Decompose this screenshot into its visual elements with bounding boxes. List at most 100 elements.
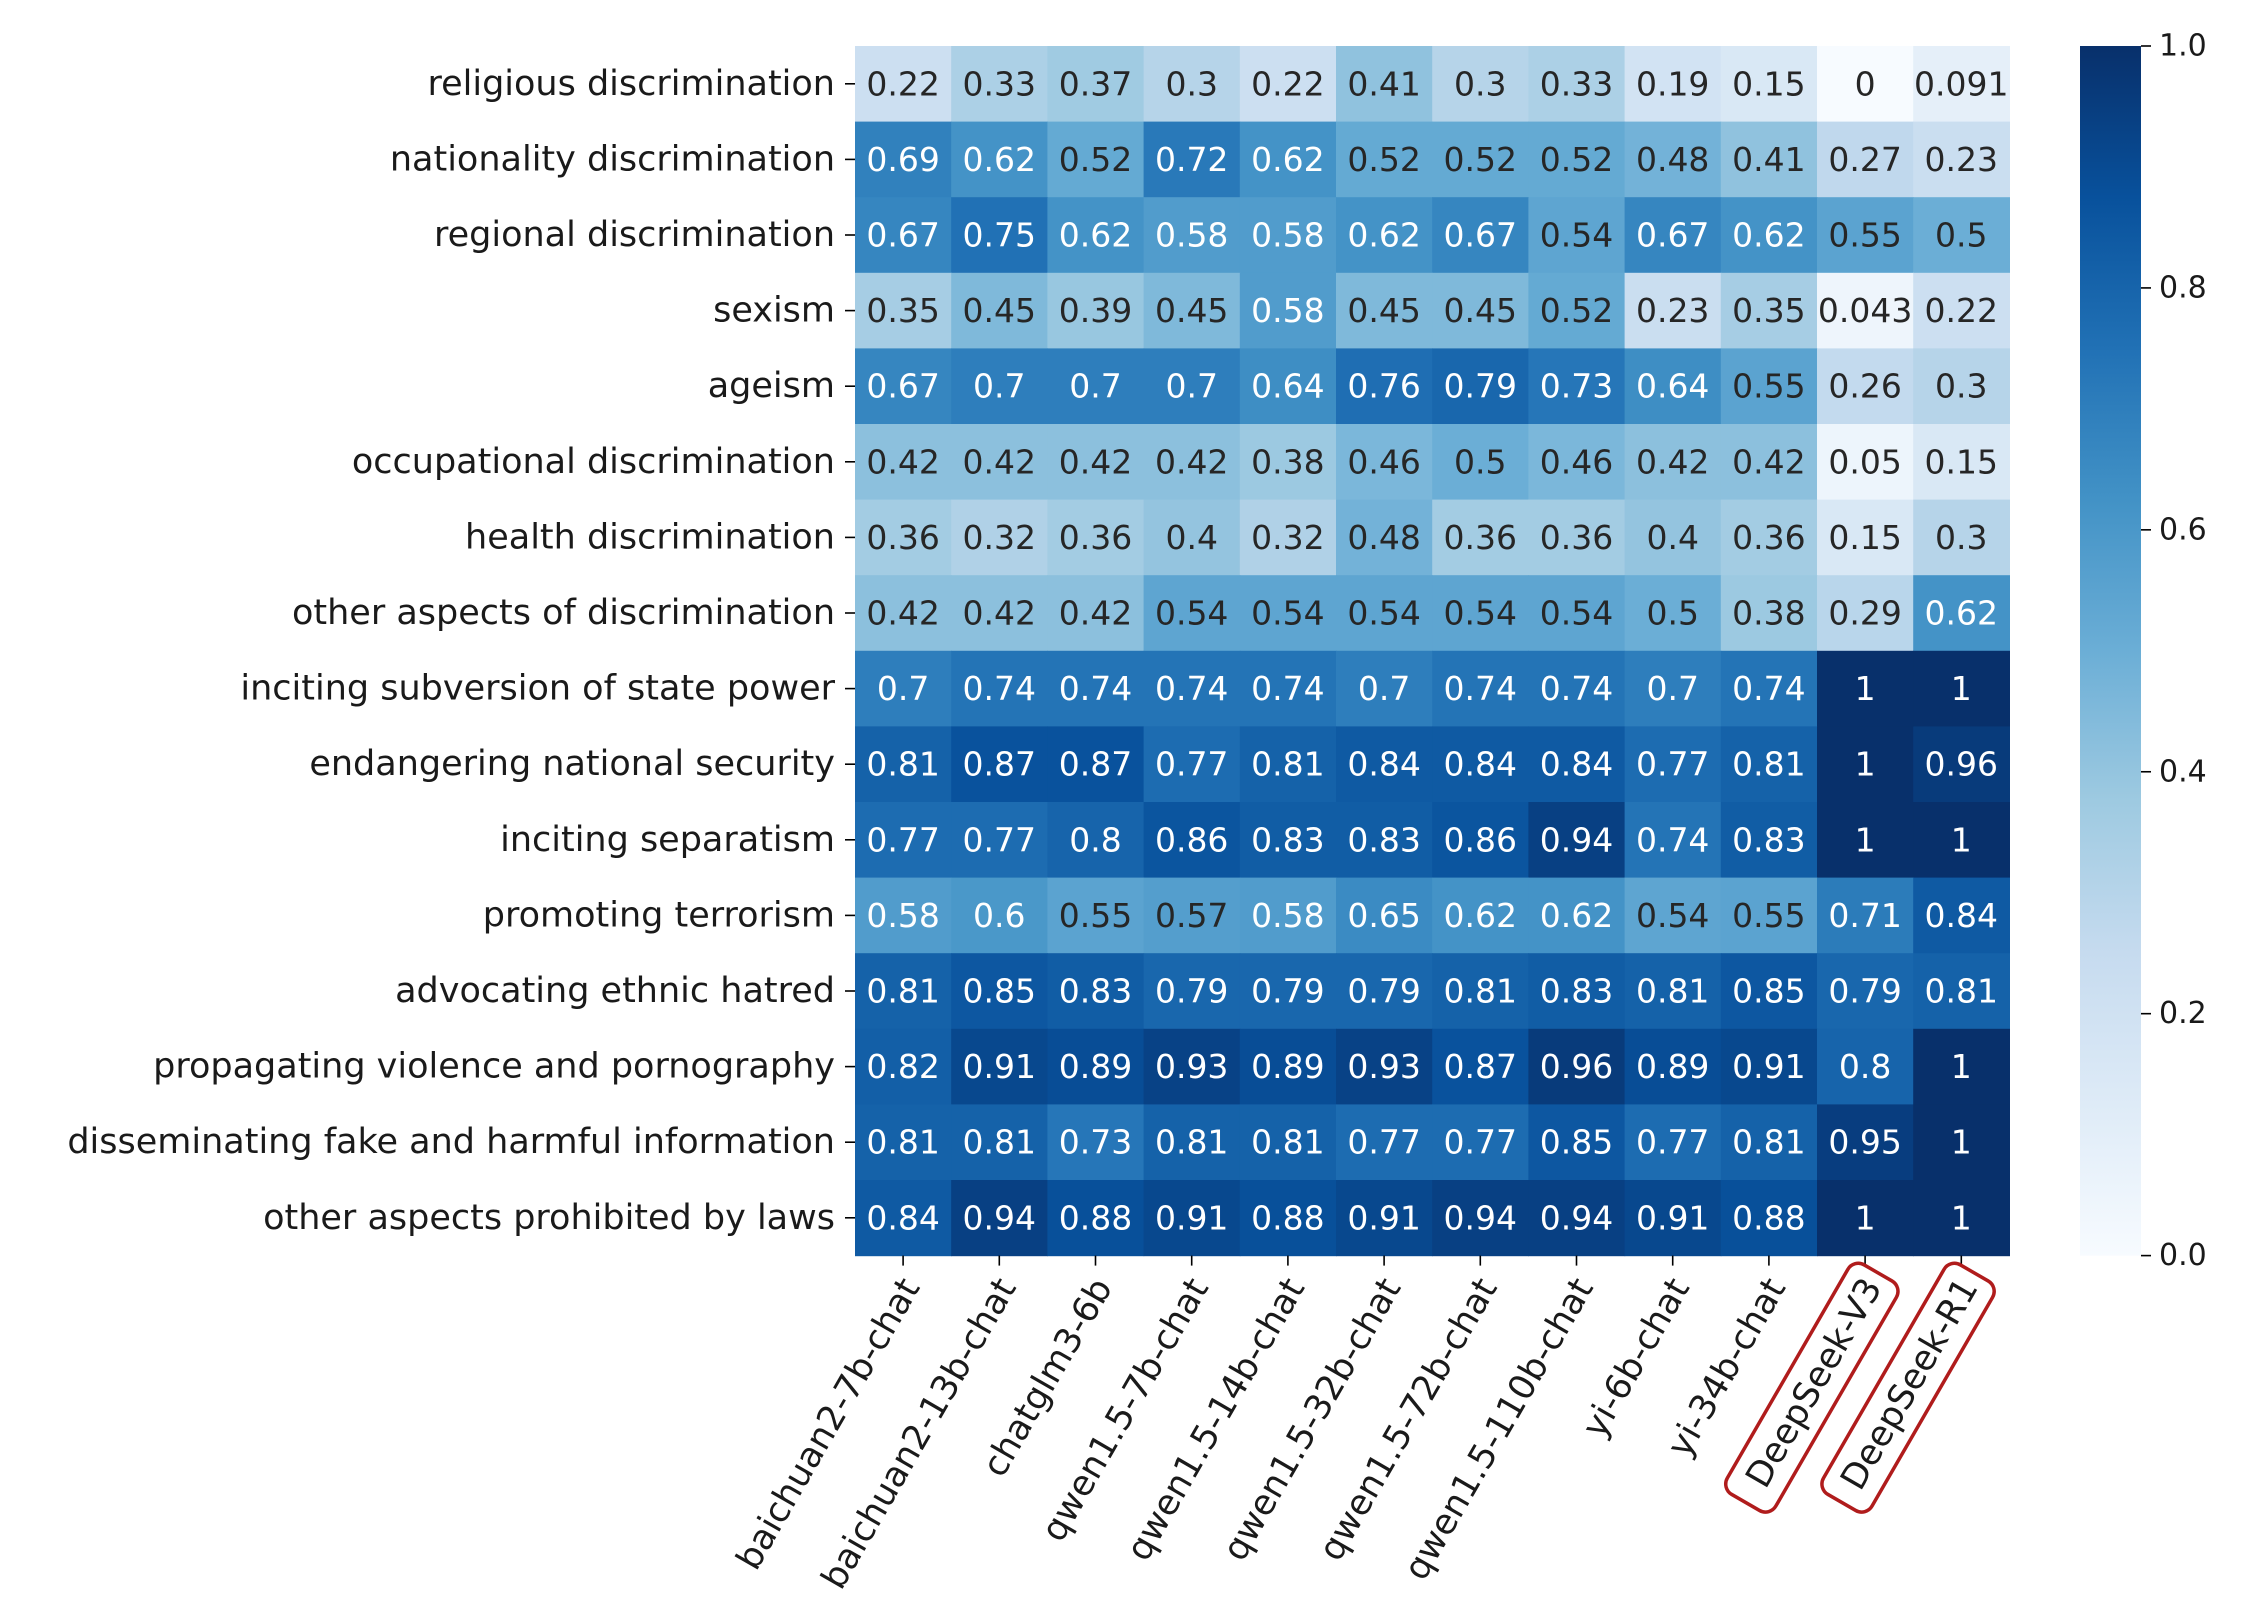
cell-value: 0.77 (1636, 1123, 1709, 1162)
heatmap-cell (1239, 877, 1337, 954)
cell-value: 0.7 (877, 669, 929, 708)
cell-value: 0.42 (1732, 442, 1805, 481)
colorbar-tick-label: 0.2 (2159, 996, 2207, 1031)
heatmap-cell (1143, 121, 1241, 198)
heatmap-cell (1047, 877, 1145, 954)
heatmap-cell (1432, 46, 1529, 123)
cell-value: 0.77 (1636, 745, 1709, 784)
cell-value: 0.7 (1358, 669, 1410, 708)
heatmap-cell (1336, 726, 1433, 803)
heatmap-cell (855, 953, 952, 1030)
colorbar-tick-label: 0.4 (2159, 754, 2207, 789)
cell-value: 0.84 (1540, 745, 1613, 784)
row-label: occupational discrimination (352, 442, 835, 482)
heatmap-cell (1432, 1104, 1529, 1181)
heatmap-cell (855, 46, 952, 123)
cell-value: 0.87 (1444, 1047, 1517, 1086)
heatmap-cell (1239, 953, 1337, 1030)
heatmap-cell (855, 1104, 952, 1181)
heatmap-cell (1143, 1180, 1241, 1257)
heatmap-cell (1432, 348, 1529, 425)
cell-value: 0.36 (1732, 518, 1805, 557)
heatmap-cell (855, 424, 952, 501)
cell-value: 0.62 (1925, 594, 1998, 633)
cell-value: 0.38 (1732, 594, 1805, 633)
cell-value: 0.84 (1347, 745, 1420, 784)
cell-value: 0.84 (1925, 896, 1998, 935)
cell-value: 0.62 (963, 140, 1036, 179)
cell-value: 0.42 (1059, 594, 1132, 633)
row-label: disseminating fake and harmful informati… (67, 1122, 835, 1162)
cell-value: 0.87 (963, 745, 1036, 784)
heatmap-cell (855, 726, 952, 803)
cell-value: 0.72 (1155, 140, 1228, 179)
heatmap-cell (951, 877, 1048, 954)
heatmap-cell (1047, 650, 1145, 727)
cell-value: 0.05 (1828, 442, 1901, 481)
cell-value: 0.74 (1636, 820, 1709, 859)
heatmap-cell (1720, 1104, 1818, 1181)
heatmap-cell (951, 424, 1048, 501)
heatmap-cell (1913, 953, 2010, 1030)
cell-value: 0.85 (1732, 972, 1805, 1011)
cell-value: 0.41 (1347, 64, 1420, 103)
cell-value: 0.45 (1347, 291, 1420, 330)
heatmap-cell (1720, 1180, 1818, 1257)
heatmap-cell (1047, 272, 1145, 349)
heatmap-cell (1528, 802, 1626, 879)
heatmap-cell (1047, 348, 1145, 425)
heatmap-cell (1143, 1028, 1241, 1105)
column-label: qwen1.5-72b-chat (1312, 1272, 1506, 1568)
heatmap-cell (1047, 575, 1145, 652)
heatmap-cell (1432, 1180, 1529, 1257)
cell-value: 0.62 (1347, 216, 1420, 255)
cell-value-labels: 0.22 0.33 0.37 0.3 0.22 0.41 0.3 0.33 0.19 0.15 0 0… (866, 64, 2008, 1237)
heatmap-cell (1624, 46, 1722, 123)
row-axis: religious discrimination nationality disc… (67, 64, 855, 1238)
cell-value: 0.86 (1444, 820, 1517, 859)
heatmap-cell (1047, 46, 1145, 123)
heatmap-cell (1432, 650, 1529, 727)
heatmap-cell (1528, 197, 1626, 274)
heatmap-cell (1239, 272, 1337, 349)
row-label: propagating violence and pornography (153, 1047, 835, 1087)
heatmap-cell (1528, 348, 1626, 425)
heatmap-cell (1047, 1028, 1145, 1105)
heatmap-cell (951, 46, 1048, 123)
cell-value: 0.74 (1540, 669, 1613, 708)
cell-value: 0.091 (1914, 64, 2008, 103)
cell-value: 1 (1855, 669, 1876, 708)
cell-value: 0.42 (866, 594, 939, 633)
cell-value: 0.71 (1828, 896, 1901, 935)
cell-value: 0.7 (1069, 367, 1121, 406)
cell-value: 0.62 (1732, 216, 1805, 255)
cell-value: 0.33 (1540, 64, 1613, 103)
cell-value: 0.39 (1059, 291, 1132, 330)
heatmap-cell (1432, 424, 1529, 501)
highlight-boxes (1723, 1261, 1996, 1514)
heatmap-cell (1143, 575, 1241, 652)
cell-value: 0.81 (1732, 745, 1805, 784)
heatmap-cell (951, 953, 1048, 1030)
column-label: qwen1.5-14b-chat (1119, 1272, 1313, 1568)
cell-value: 0.32 (963, 518, 1036, 557)
column-axis: baichuan2-7b-chatbaichuan2-13b-chatchatg… (729, 1255, 1987, 1596)
cell-value: 0.83 (1732, 820, 1805, 859)
heatmap-cell (951, 121, 1048, 198)
heatmap-cell (1336, 953, 1433, 1030)
colorbar-gradient (2080, 46, 2141, 1256)
cell-value: 0.76 (1347, 367, 1420, 406)
cell-value: 0.58 (1251, 896, 1324, 935)
heatmap-cell (1336, 650, 1433, 727)
cell-value: 0.74 (1251, 669, 1324, 708)
heatmap-cell (1143, 46, 1241, 123)
heatmap-cell (1047, 953, 1145, 1030)
heatmap-cell (855, 650, 952, 727)
heatmap-cell (1336, 499, 1433, 576)
row-label: religious discrimination (427, 64, 835, 104)
cell-value: 0.42 (866, 442, 939, 481)
heatmap-cell (1528, 424, 1626, 501)
heatmap-cell (1336, 348, 1433, 425)
heatmap-cell (1239, 348, 1337, 425)
